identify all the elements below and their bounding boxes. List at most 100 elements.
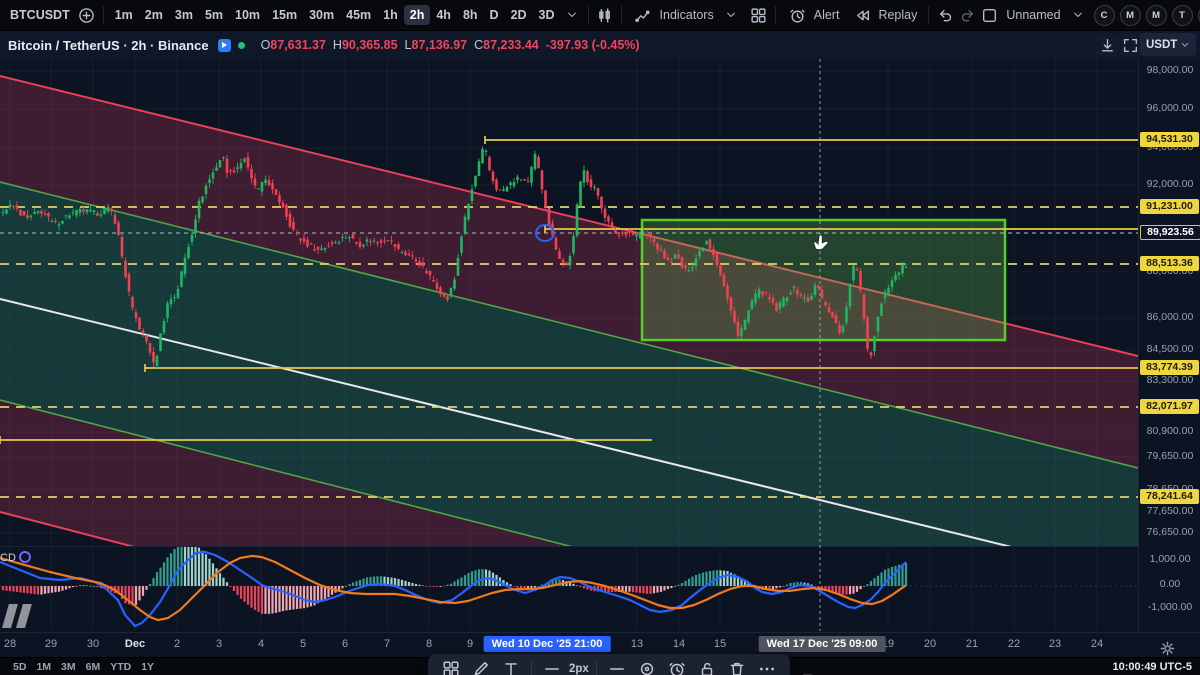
chart-canvas[interactable]: CD xyxy=(0,59,1138,632)
range-1y-button[interactable]: 1Y xyxy=(136,659,159,675)
market-open-dot-icon xyxy=(237,41,245,49)
interval-menu-chevron-icon[interactable] xyxy=(561,4,583,26)
pencil-icon[interactable] xyxy=(466,655,496,675)
interval-4h-button[interactable]: 4h xyxy=(430,5,457,25)
channel-line-upper-green xyxy=(0,181,1138,469)
ohlc-key: H xyxy=(332,38,342,52)
dots-tool-icon[interactable] xyxy=(834,668,856,675)
interval-3D-button[interactable]: 3D xyxy=(533,5,561,25)
currency-chevron-icon xyxy=(1180,34,1190,56)
interval-10m-button[interactable]: 10m xyxy=(229,5,266,25)
signal_path xyxy=(0,554,907,622)
mouse-cursor-hand xyxy=(813,234,829,250)
macd-tick-label: -1,000.00 xyxy=(1147,601,1193,613)
time-tick-label: 23 xyxy=(1048,638,1062,650)
interval-5m-button[interactable]: 5m xyxy=(199,5,229,25)
alert-button[interactable]: Alert xyxy=(781,1,846,29)
layout-name-button[interactable]: Unnamed xyxy=(1000,5,1066,25)
interval-45m-button[interactable]: 45m xyxy=(340,5,377,25)
fullscreen-button[interactable] xyxy=(1119,34,1141,56)
line-width-label[interactable]: 2px xyxy=(569,663,589,675)
redo-icon[interactable] xyxy=(956,4,978,26)
price-tick-label: 77,650.00 xyxy=(1146,505,1194,517)
currency-dropdown[interactable]: USDT xyxy=(1140,33,1196,56)
clock-label[interactable]: 10:00:49 UTC-5 xyxy=(1112,660,1192,673)
anchor-time-label: Wed 10 Dec '25 21:00 xyxy=(483,636,611,652)
range-ytd-button[interactable]: YTD xyxy=(105,659,136,675)
price-level-label: 91,231.00 xyxy=(1140,199,1199,214)
symbol-search-button[interactable]: BTCUSDT xyxy=(4,5,76,25)
save-layout-icon[interactable] xyxy=(978,4,1000,26)
price-tick-label: 96,000.00 xyxy=(1146,102,1194,114)
line-type-icon[interactable] xyxy=(602,655,632,675)
interval-1h-button[interactable]: 1h xyxy=(377,5,404,25)
more-options-icon[interactable] xyxy=(752,655,782,675)
unlock-icon[interactable] xyxy=(692,655,722,675)
channel-line-mid-white xyxy=(0,298,1012,546)
time-tick-label: 3 xyxy=(215,638,223,650)
time-tick-label: 21 xyxy=(965,638,979,650)
chart-type-candles-icon[interactable] xyxy=(594,4,616,26)
range-6m-button[interactable]: 6M xyxy=(81,659,106,675)
interval-8h-button[interactable]: 8h xyxy=(457,5,484,25)
divider xyxy=(587,6,589,24)
time-tick-label: 29 xyxy=(44,638,58,650)
ellipse-drawing xyxy=(535,224,555,242)
price-level-label: 94,531.30 xyxy=(1140,132,1199,147)
interval-15m-button[interactable]: 15m xyxy=(266,5,303,25)
account-avatar-2[interactable]: M xyxy=(1145,4,1167,26)
account-avatar-3[interactable]: T xyxy=(1171,4,1193,26)
symbol-title[interactable]: Bitcoin / TetherUS · 2h · Binance xyxy=(8,37,209,53)
interval-2m-button[interactable]: 2m xyxy=(139,5,169,25)
interval-D-button[interactable]: D xyxy=(484,5,505,25)
macd-legend: CD xyxy=(0,551,32,628)
ohlc-value: 87,233.44 xyxy=(483,38,539,52)
dashboard-icon[interactable] xyxy=(436,655,466,675)
account-avatar-1[interactable]: M xyxy=(1119,4,1141,26)
interval-buttons: 1m 2m 3m 5m 10m 15m 30m 45m 1h 2h 4h 8h D 2D 3D xyxy=(109,5,561,25)
time-axis[interactable]: 28 29 30 Dec 2 3 4 5 6 7 8 9 13 14 15 19 20 21 22 23 24 Wed 1… xyxy=(0,632,1200,658)
target-icon[interactable] xyxy=(632,655,662,675)
gear-icon[interactable] xyxy=(1156,637,1178,659)
crosshair-time-label: Wed 17 Dec '25 09:00 xyxy=(758,636,886,652)
ohlc-value: 87,631.37 xyxy=(270,38,326,52)
interval-1m-button[interactable]: 1m xyxy=(109,5,139,25)
time-tick-label: 14 xyxy=(672,638,686,650)
interval-2D-button[interactable]: 2D xyxy=(505,5,533,25)
ohlc-value: 90,365.85 xyxy=(341,38,398,52)
price-axis[interactable]: 98,000.00 96,000.00 94,000.00 92,000.00 88,0… xyxy=(1138,59,1200,632)
compare-add-icon[interactable] xyxy=(76,4,98,26)
undo-icon[interactable] xyxy=(934,4,956,26)
textT-tool-icon[interactable] xyxy=(796,668,818,675)
interval-3m-button[interactable]: 3m xyxy=(169,5,199,25)
macd-pane xyxy=(0,547,1138,628)
indicators-button[interactable]: Indicators xyxy=(627,1,720,29)
download-button[interactable] xyxy=(1096,34,1118,56)
layout-grid-icon[interactable] xyxy=(748,4,770,26)
indicators-chevron-icon[interactable] xyxy=(720,4,742,26)
price-tick-label: 92,000.00 xyxy=(1146,178,1194,190)
text-tool-icon[interactable] xyxy=(496,655,526,675)
price-tick-label: 80,900.00 xyxy=(1146,425,1194,437)
macd-tick-label: 0.00 xyxy=(1159,578,1181,590)
download-icon xyxy=(1096,34,1118,56)
price-tick-label: 83,300.00 xyxy=(1146,374,1194,386)
layout-chevron-icon[interactable] xyxy=(1067,4,1089,26)
time-tick-label: 9 xyxy=(466,638,474,650)
range-5d-button[interactable]: 5D xyxy=(8,659,31,675)
line-style-icon[interactable] xyxy=(537,655,567,675)
range-1m-button[interactable]: 1M xyxy=(31,659,56,675)
candles-layer xyxy=(1,146,908,370)
symbol-info-bar: Bitcoin / TetherUS · 2h · Binance O87,63… xyxy=(0,31,1200,59)
alert-clock-icon[interactable] xyxy=(662,655,692,675)
expand-icon xyxy=(1119,34,1141,56)
replay-button[interactable]: Replay xyxy=(845,1,923,29)
interval-30m-button[interactable]: 30m xyxy=(303,5,340,25)
range-3m-button[interactable]: 3M xyxy=(56,659,81,675)
highlight-box xyxy=(640,218,1007,342)
account-avatar-0[interactable]: C xyxy=(1093,4,1115,26)
trash-icon[interactable] xyxy=(722,655,752,675)
time-tick-label: 7 xyxy=(383,638,391,650)
interval-2h-button[interactable]: 2h xyxy=(403,5,431,25)
